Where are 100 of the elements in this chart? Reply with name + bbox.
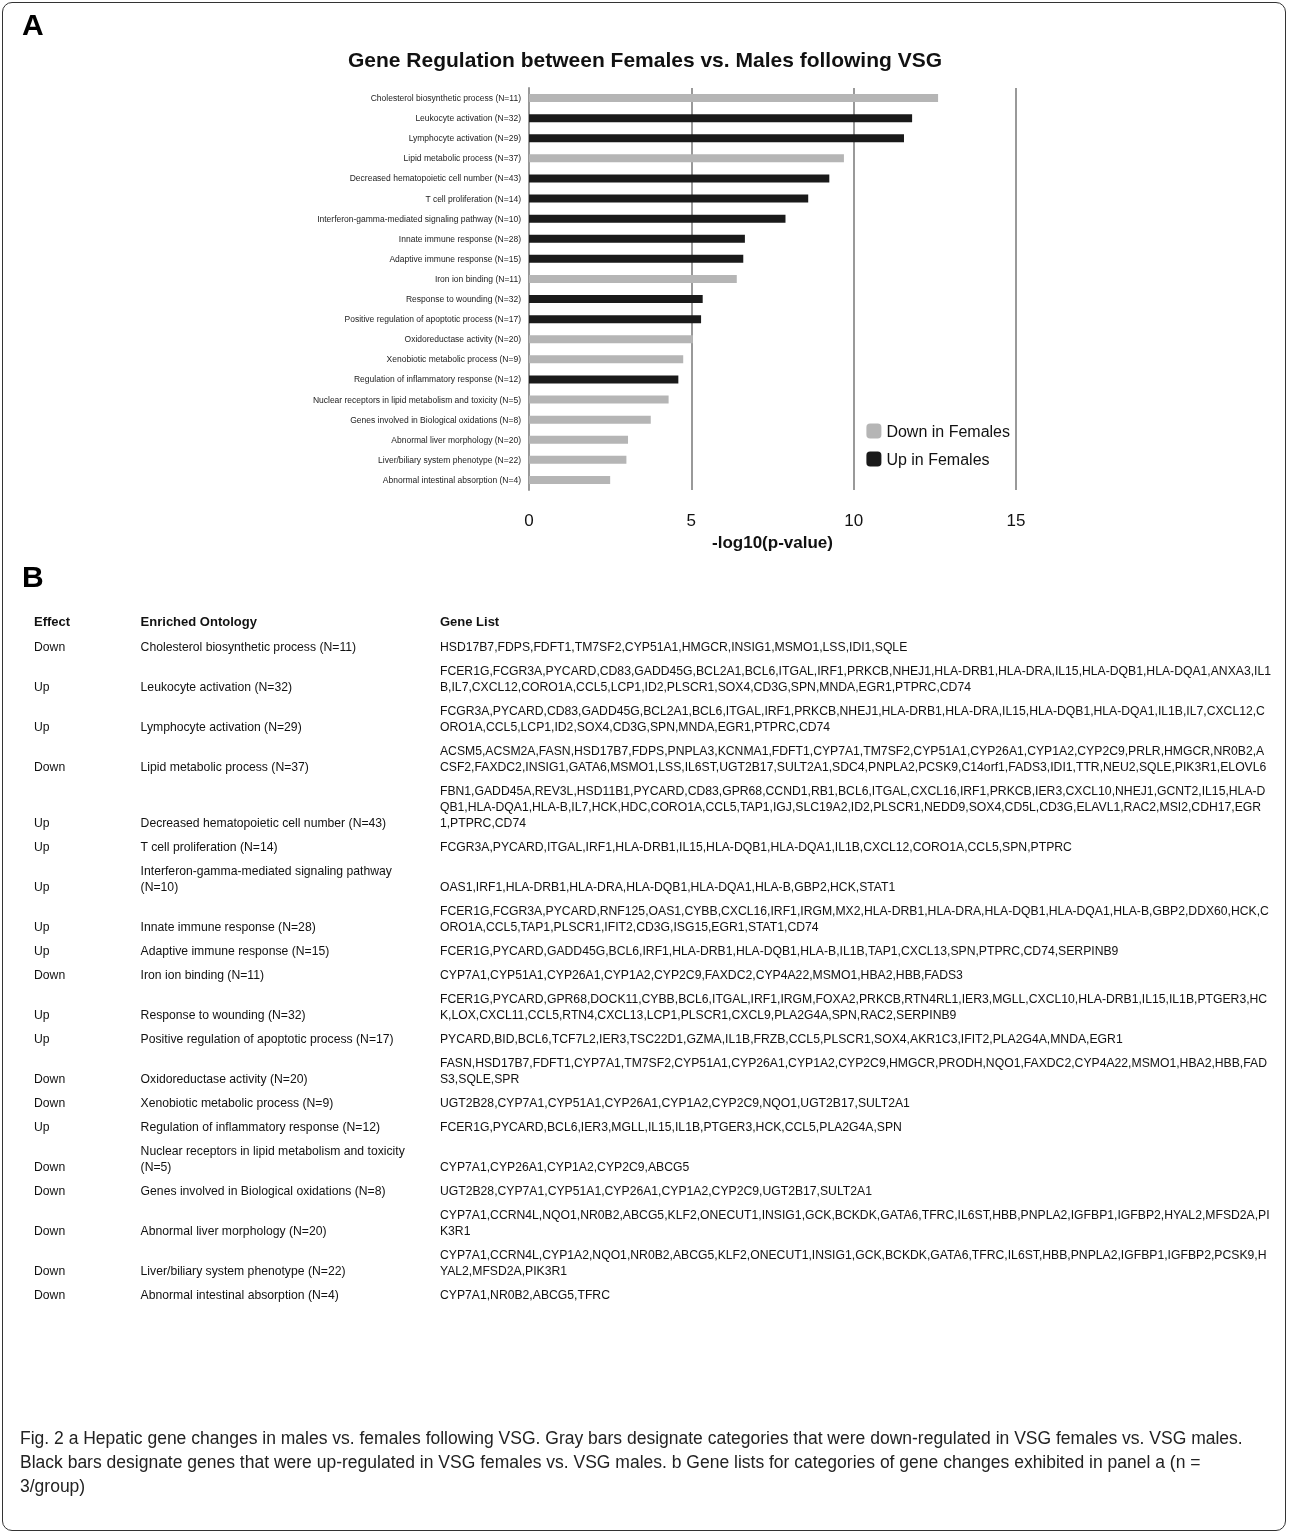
y-tick-label: Response to wounding (N=32) bbox=[405, 294, 522, 305]
y-tick-label: Abnormal intestinal absorption (N=4) bbox=[382, 474, 522, 485]
y-tick-label: Regulation of inflammatory response (N=12) bbox=[353, 374, 522, 385]
text: FCGR3A,PYCARD,ITGAL,IRF1,HLA-DRB1,IL15,HLA-DQB1,HLA-DQA1,IL1B,CXCL12,CORO1A,CCL5,SPN,PTPRC bbox=[439, 840, 1072, 854]
bar bbox=[529, 335, 693, 344]
text: Up bbox=[34, 680, 50, 694]
text: CYP7A1,CYP51A1,CYP26A1,CYP1A2,CYP2C9,FAXDC2,CYP4A22,MSMO1,HBA2,HBB,FADS3 bbox=[439, 968, 963, 982]
bar bbox=[529, 455, 627, 464]
x-axis-title: -log10(p-value) bbox=[712, 532, 833, 552]
text: Positive regulation of apoptotic process (N=17) bbox=[140, 1032, 394, 1046]
text: FBN1,GADD45A,REV3L,HSD11B1,PYCARD,CD83,GPR68,CCND1,RB1,BCL6,ITGAL,CXCL16,IRF1,PRKCB,IER3,CXCL10,NHEJ1,GCNT2,IL15,HLA-DQB1,HLA-DQA1,HLA-B,IL7,HCK,HDC,CORO1A,CCL5,TAP1,IGJ,SLC19A2,ID2,PLSCR1,NEDD9,SOX4,CD5L,CD3G,ELAVL1,RAC2,MSI2,CDH17,EGR1,PTPRC,CD74 bbox=[439, 784, 1266, 830]
text: Up bbox=[34, 1032, 50, 1046]
text: Up bbox=[34, 944, 50, 958]
bar bbox=[529, 254, 744, 263]
text: UGT2B28,CYP7A1,CYP51A1,CYP26A1,CYP1A2,CYP2C9,UGT2B17,SULT2A1 bbox=[439, 1184, 872, 1198]
x-tick-label: 15 bbox=[1006, 511, 1026, 530]
text: FCER1G,PYCARD,GADD45G,BCL6,IRF1,HLA-DRB1,HLA-DQB1,HLA-B,IL1B,TAP1,CXCL13,SPN,PTPRC,CD74,SERPINB9 bbox=[439, 944, 1119, 958]
y-tick-label: Oxidoreductase activity (N=20) bbox=[404, 334, 522, 345]
text: B bbox=[22, 560, 44, 594]
text: Down bbox=[34, 968, 66, 982]
text: CYP7A1,CCRN4L,NQO1,NR0B2,ABCG5,KLF2,ONECUT1,INSIG1,GCK,BCKDK,GATA6,TFRC,IL6ST,HBB,PNPLA2,IGFBP1,IGFBP2,HYAL2,MFSD2A,PIK3R1 bbox=[439, 1208, 1270, 1238]
text: UGT2B28,CYP7A1,CYP51A1,CYP26A1,CYP1A2,CYP2C9,NQO1,UGT2B17,SULT2A1 bbox=[439, 1096, 910, 1110]
bar bbox=[529, 475, 611, 484]
text: Up bbox=[34, 816, 50, 830]
text: Regulation of inflammatory response (N=12) bbox=[140, 1120, 381, 1134]
text: Abnormal intestinal absorption (N=4) bbox=[140, 1288, 339, 1302]
text: A bbox=[22, 8, 44, 42]
text: Down bbox=[34, 1224, 66, 1238]
y-tick-label: Lipid metabolic process (N=37) bbox=[403, 153, 522, 164]
y-tick-label: Abnormal liver morphology (N=20) bbox=[391, 434, 522, 445]
text: HSD17B7,FDPS,FDFT1,TM7SF2,CYP51A1,HMGCR,INSIG1,MSMO1,LSS,IDI1,SQLE bbox=[439, 640, 908, 654]
caption: Fig. 2 a Hepatic gene changes in males vs. females following VSG. Gray bars designate categories that were down-regulated in VSG females vs. VSG males. Black bars designate genes that were up-regulated in VSG females vs. VSG males. b Gene lists for categories of gene changes exhibited in panel a (n = 3/group) bbox=[20, 1427, 1244, 1498]
text: Up bbox=[34, 840, 50, 854]
text: Up bbox=[34, 1120, 50, 1134]
x-tick-label: 0 bbox=[524, 511, 534, 530]
text: CYP7A1,NR0B2,ABCG5,TFRC bbox=[439, 1288, 610, 1302]
text: Cholesterol biosynthetic process (N=11) bbox=[140, 640, 357, 654]
category-label: Gene List bbox=[438, 613, 501, 631]
y-tick-label: Iron ion binding (N=11) bbox=[434, 273, 522, 284]
text: Liver/biliary system phenotype (N=22) bbox=[140, 1264, 346, 1278]
x-tick-label: 5 bbox=[686, 511, 697, 530]
bar bbox=[529, 435, 629, 444]
text: CYP7A1,CYP26A1,CYP1A2,CYP2C9,ABCG5 bbox=[439, 1160, 690, 1174]
text: Genes involved in Biological oxidations (N=8) bbox=[140, 1184, 386, 1198]
text: T cell proliferation (N=14) bbox=[140, 840, 278, 854]
text: FCER1G,FCGR3A,PYCARD,CD83,GADD45G,BCL2A1,BCL6,ITGAL,IRF1,PRKCB,NHEJ1,HLA-DRB1,HLA-DRA,IL15,HLA-DQB1,HLA-DQA1,ANXA3,IL1B,IL7,CXCL12,CORO1A,CCL5,LCP1,ID2,PLSCR1,SOX4,CD3G,SPN,MNDA,EGR1,PTPRC,CD74 bbox=[439, 664, 1272, 694]
text: Lipid metabolic process (N=37) bbox=[140, 760, 309, 774]
bar bbox=[529, 194, 809, 203]
text: Iron ion binding (N=11) bbox=[140, 968, 265, 982]
y-tick-label: Liver/biliary system phenotype (N=22) bbox=[378, 454, 522, 465]
text: CYP7A1,CCRN4L,CYP1A2,NQO1,NR0B2,ABCG5,KLF2,ONECUT1,INSIG1,GCK,BCKDK,GATA6,TFRC,IL6ST,HBB,PNPLA2,IGFBP1,IGFBP2,PCSK9,HYAL2,MFSD2A,PIK3R1 bbox=[439, 1248, 1267, 1278]
bar bbox=[529, 375, 679, 384]
bar bbox=[529, 214, 786, 223]
x-tick-label: 10 bbox=[844, 511, 864, 530]
category-label: Effect bbox=[33, 613, 72, 631]
text: Decreased hematopoietic cell number (N=43) bbox=[140, 816, 387, 830]
text: Up bbox=[34, 720, 50, 734]
text: Down bbox=[34, 1288, 66, 1302]
text: Down bbox=[34, 760, 66, 774]
y-tick-label: Nuclear receptors in lipid metabolism and toxicity (N=5) bbox=[312, 394, 522, 405]
y-tick-label: Adaptive immune response (N=15) bbox=[389, 253, 522, 264]
text: Down bbox=[34, 1184, 66, 1198]
text: Lymphocyte activation (N=29) bbox=[140, 720, 302, 734]
text: Leukocyte activation (N=32) bbox=[140, 680, 293, 694]
text: FCER1G,PYCARD,BCL6,IER3,MGLL,IL15,IL1B,PTGER3,HCK,CCL5,PLA2G4A,SPN bbox=[439, 1120, 902, 1134]
text: OAS1,IRF1,HLA-DRB1,HLA-DRA,HLA-DQB1,HLA-DQA1,HLA-B,GBP2,HCK,STAT1 bbox=[439, 880, 896, 894]
bar bbox=[529, 94, 939, 103]
bar bbox=[529, 415, 651, 424]
legend-label: Down in Females bbox=[886, 422, 1011, 440]
text: Abnormal liver morphology (N=20) bbox=[140, 1224, 327, 1238]
y-tick-label: Positive regulation of apoptotic process (N=17) bbox=[344, 314, 522, 325]
category-label: Enriched Ontology bbox=[139, 613, 258, 631]
y-tick-label: Innate immune response (N=28) bbox=[398, 233, 522, 244]
bar bbox=[529, 134, 904, 143]
bar bbox=[529, 154, 844, 163]
bar bbox=[529, 114, 913, 123]
bar bbox=[529, 174, 830, 183]
text: Oxidoreductase activity (N=20) bbox=[140, 1072, 308, 1086]
text: FCER1G,PYCARD,GPR68,DOCK11,CYBB,BCL6,ITGAL,IRF1,IRGM,FOXA2,PRKCB,RTN4RL1,IER3,MGLL,CXCL10,HLA-DRB1,IL15,IL1B,PTGER3,HCK,LOX,CXCL11,CCL5,RTN4,CXCL13,LCP1,PLSCR1,CXCL9,PLA2G4A,SPN,RAC2,SERPINB9 bbox=[439, 992, 1268, 1022]
text: FCER1G,FCGR3A,PYCARD,RNF125,OAS1,CYBB,CXCL16,IRF1,IRGM,MX2,HLA-DRB1,HLA-DRA,HLA-DQB1,HLA-DQA1,HLA-B,GBP2,DDX60,HCK,CORO1A,CCL5,TAP1,PLSCR1,IFIT2,CD3G,ISG15,EGR1,STAT1,CD74 bbox=[439, 904, 1269, 934]
text: Xenobiotic metabolic process (N=9) bbox=[140, 1096, 334, 1110]
text: Innate immune response (N=28) bbox=[140, 920, 316, 934]
text: Adaptive immune response (N=15) bbox=[140, 944, 330, 958]
text: Down bbox=[34, 1096, 66, 1110]
y-tick-label: Cholesterol biosynthetic process (N=11) bbox=[370, 93, 522, 104]
bar bbox=[529, 274, 737, 283]
text: Down bbox=[34, 1072, 66, 1086]
bar bbox=[529, 395, 669, 404]
y-tick-label: Decreased hematopoietic cell number (N=43) bbox=[349, 173, 522, 184]
chart-title: Gene Regulation between Females vs. Males following VSG bbox=[348, 48, 942, 71]
text: ACSM5,ACSM2A,FASN,HSD17B7,FDPS,PNPLA3,KCNMA1,FDFT1,CYP7A1,TM7SF2,CYP51A1,CYP26A1,CYP1A2,CYP2C9,PRLR,HMGCR,NR0B2,ACSF2,FAXDC2,INSIG1,GATA6,MSMO1,LSS,IL6ST,UGT2B17,SULT2A1,SDC4,PNPLA2,PCSK9,C14orf1,FADS3,IDI1,TTR,NEU2,SQLE,PIK3R1,ELOVL6 bbox=[439, 744, 1267, 774]
text: FCGR3A,PYCARD,CD83,GADD45G,BCL2A1,BCL6,ITGAL,IRF1,PRKCB,NHEJ1,HLA-DRB1,HLA-DRA,IL15,HLA-DQB1,HLA-DQA1,IL1B,IL7,CXCL12,CORO1A,CCL5,LCP1,ID2,SOX4,CD3G,SPN,MNDA,EGR1,PTPRC,CD74 bbox=[439, 704, 1265, 734]
text: Interferon-gamma-mediated signaling pathway (N=10) bbox=[140, 864, 392, 894]
text: Response to wounding (N=32) bbox=[140, 1008, 306, 1022]
y-tick-label: Genes involved in Biological oxidations (N=8) bbox=[350, 414, 522, 425]
text: PYCARD,BID,BCL6,TCF7L2,IER3,TSC22D1,GZMA,IL1B,FRZB,CCL5,PLSCR1,SOX4,AKR1C3,IFIT2,PLA2G4A,MNDA,EGR1 bbox=[439, 1032, 1123, 1046]
text: Down bbox=[34, 1264, 66, 1278]
y-tick-label: Interferon-gamma-mediated signaling pathway (N=10) bbox=[317, 213, 522, 224]
y-tick-label: Lymphocyte activation (N=29) bbox=[408, 133, 522, 144]
legend-label: Up in Females bbox=[886, 450, 990, 468]
